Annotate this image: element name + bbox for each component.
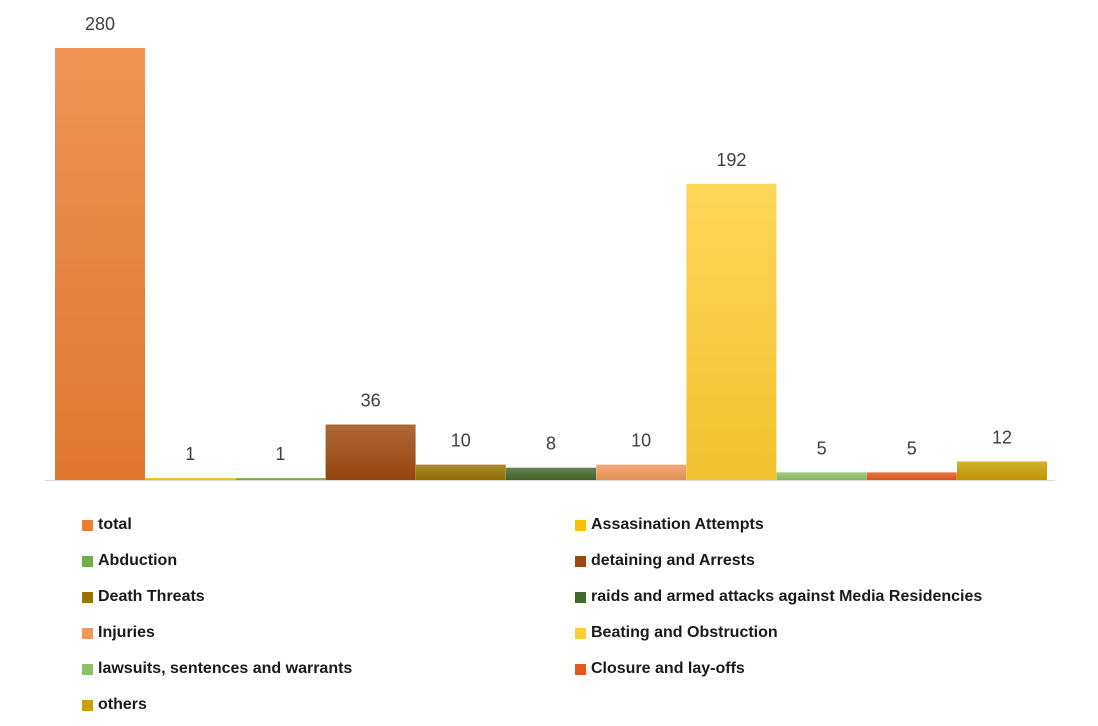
legend-swatch-3 xyxy=(575,555,586,567)
legend-item-2: Abduction xyxy=(82,543,575,579)
legend-label-5: raids and armed attacks against Media Re… xyxy=(591,588,983,605)
legend-swatch-10 xyxy=(82,699,93,711)
bar-7 xyxy=(686,183,777,481)
legend-item-6: Injuries xyxy=(82,615,575,651)
chart-legend: total Assasination Attempts Abduction detai… xyxy=(82,507,1082,723)
legend-swatch-0 xyxy=(82,519,93,531)
legend-item-0: total xyxy=(82,507,575,543)
bar-4 xyxy=(415,464,506,480)
legend-label-6: Injuries xyxy=(98,624,155,641)
data-label-3: 36 xyxy=(361,391,381,411)
legend-label-7: Beating and Obstruction xyxy=(591,624,778,641)
data-label-4: 10 xyxy=(451,431,471,451)
legend-label-10: others xyxy=(98,696,147,713)
legend-swatch-4 xyxy=(82,591,93,603)
legend-label-3: detaining and Arrests xyxy=(591,552,755,569)
legend-label-1: Assasination Attempts xyxy=(591,516,764,533)
legend-item-7: Beating and Obstruction xyxy=(575,615,1055,651)
bar-8 xyxy=(776,472,867,480)
data-label-2: 1 xyxy=(275,444,285,464)
legend-label-8: lawsuits, sentences and warrants xyxy=(98,660,353,677)
bar-3 xyxy=(325,424,416,480)
legend-item-3: detaining and Arrests xyxy=(575,543,1055,579)
legend-item-10: others xyxy=(82,687,575,723)
legend-label-2: Abduction xyxy=(98,552,178,569)
data-label-5: 8 xyxy=(546,434,556,454)
legend-swatch-8 xyxy=(82,663,93,675)
legend-item-1: Assasination Attempts xyxy=(575,507,1055,543)
bar-6 xyxy=(596,464,687,480)
bar-9 xyxy=(866,472,957,480)
legend-swatch-5 xyxy=(575,591,586,603)
legend-label-0: total xyxy=(98,516,132,533)
data-label-10: 12 xyxy=(992,428,1012,448)
legend-swatch-9 xyxy=(575,663,586,675)
data-label-7: 192 xyxy=(716,150,746,170)
legend-label-4: Death Threats xyxy=(98,588,205,605)
legend-swatch-7 xyxy=(575,627,586,639)
legend-item-5: raids and armed attacks against Media Re… xyxy=(575,579,1055,615)
data-label-9: 5 xyxy=(907,438,917,458)
data-label-1: 1 xyxy=(185,444,195,464)
data-label-8: 5 xyxy=(817,438,827,458)
bar-0 xyxy=(55,48,145,480)
bar-10 xyxy=(957,461,1047,480)
legend-swatch-2 xyxy=(82,555,93,567)
legend-item-9: Closure and lay-offs xyxy=(575,651,1055,687)
legend-swatch-6 xyxy=(82,627,93,639)
data-label-6: 10 xyxy=(631,431,651,451)
bar-2 xyxy=(235,478,326,480)
chart-plot-area: 280 1 1 36 10 8 10 192 5 5 12 xyxy=(45,14,1055,481)
bar-1 xyxy=(145,478,236,480)
legend-swatch-1 xyxy=(575,519,586,531)
legend-item-8: lawsuits, sentences and warrants xyxy=(82,651,575,687)
legend-item-4: Death Threats xyxy=(82,579,575,615)
data-label-0: 280 xyxy=(85,14,115,34)
legend-label-9: Closure and lay-offs xyxy=(591,660,745,677)
bar-5 xyxy=(506,467,596,480)
bar-chart: 280 1 1 36 10 8 10 192 5 5 12 xyxy=(45,14,1055,481)
